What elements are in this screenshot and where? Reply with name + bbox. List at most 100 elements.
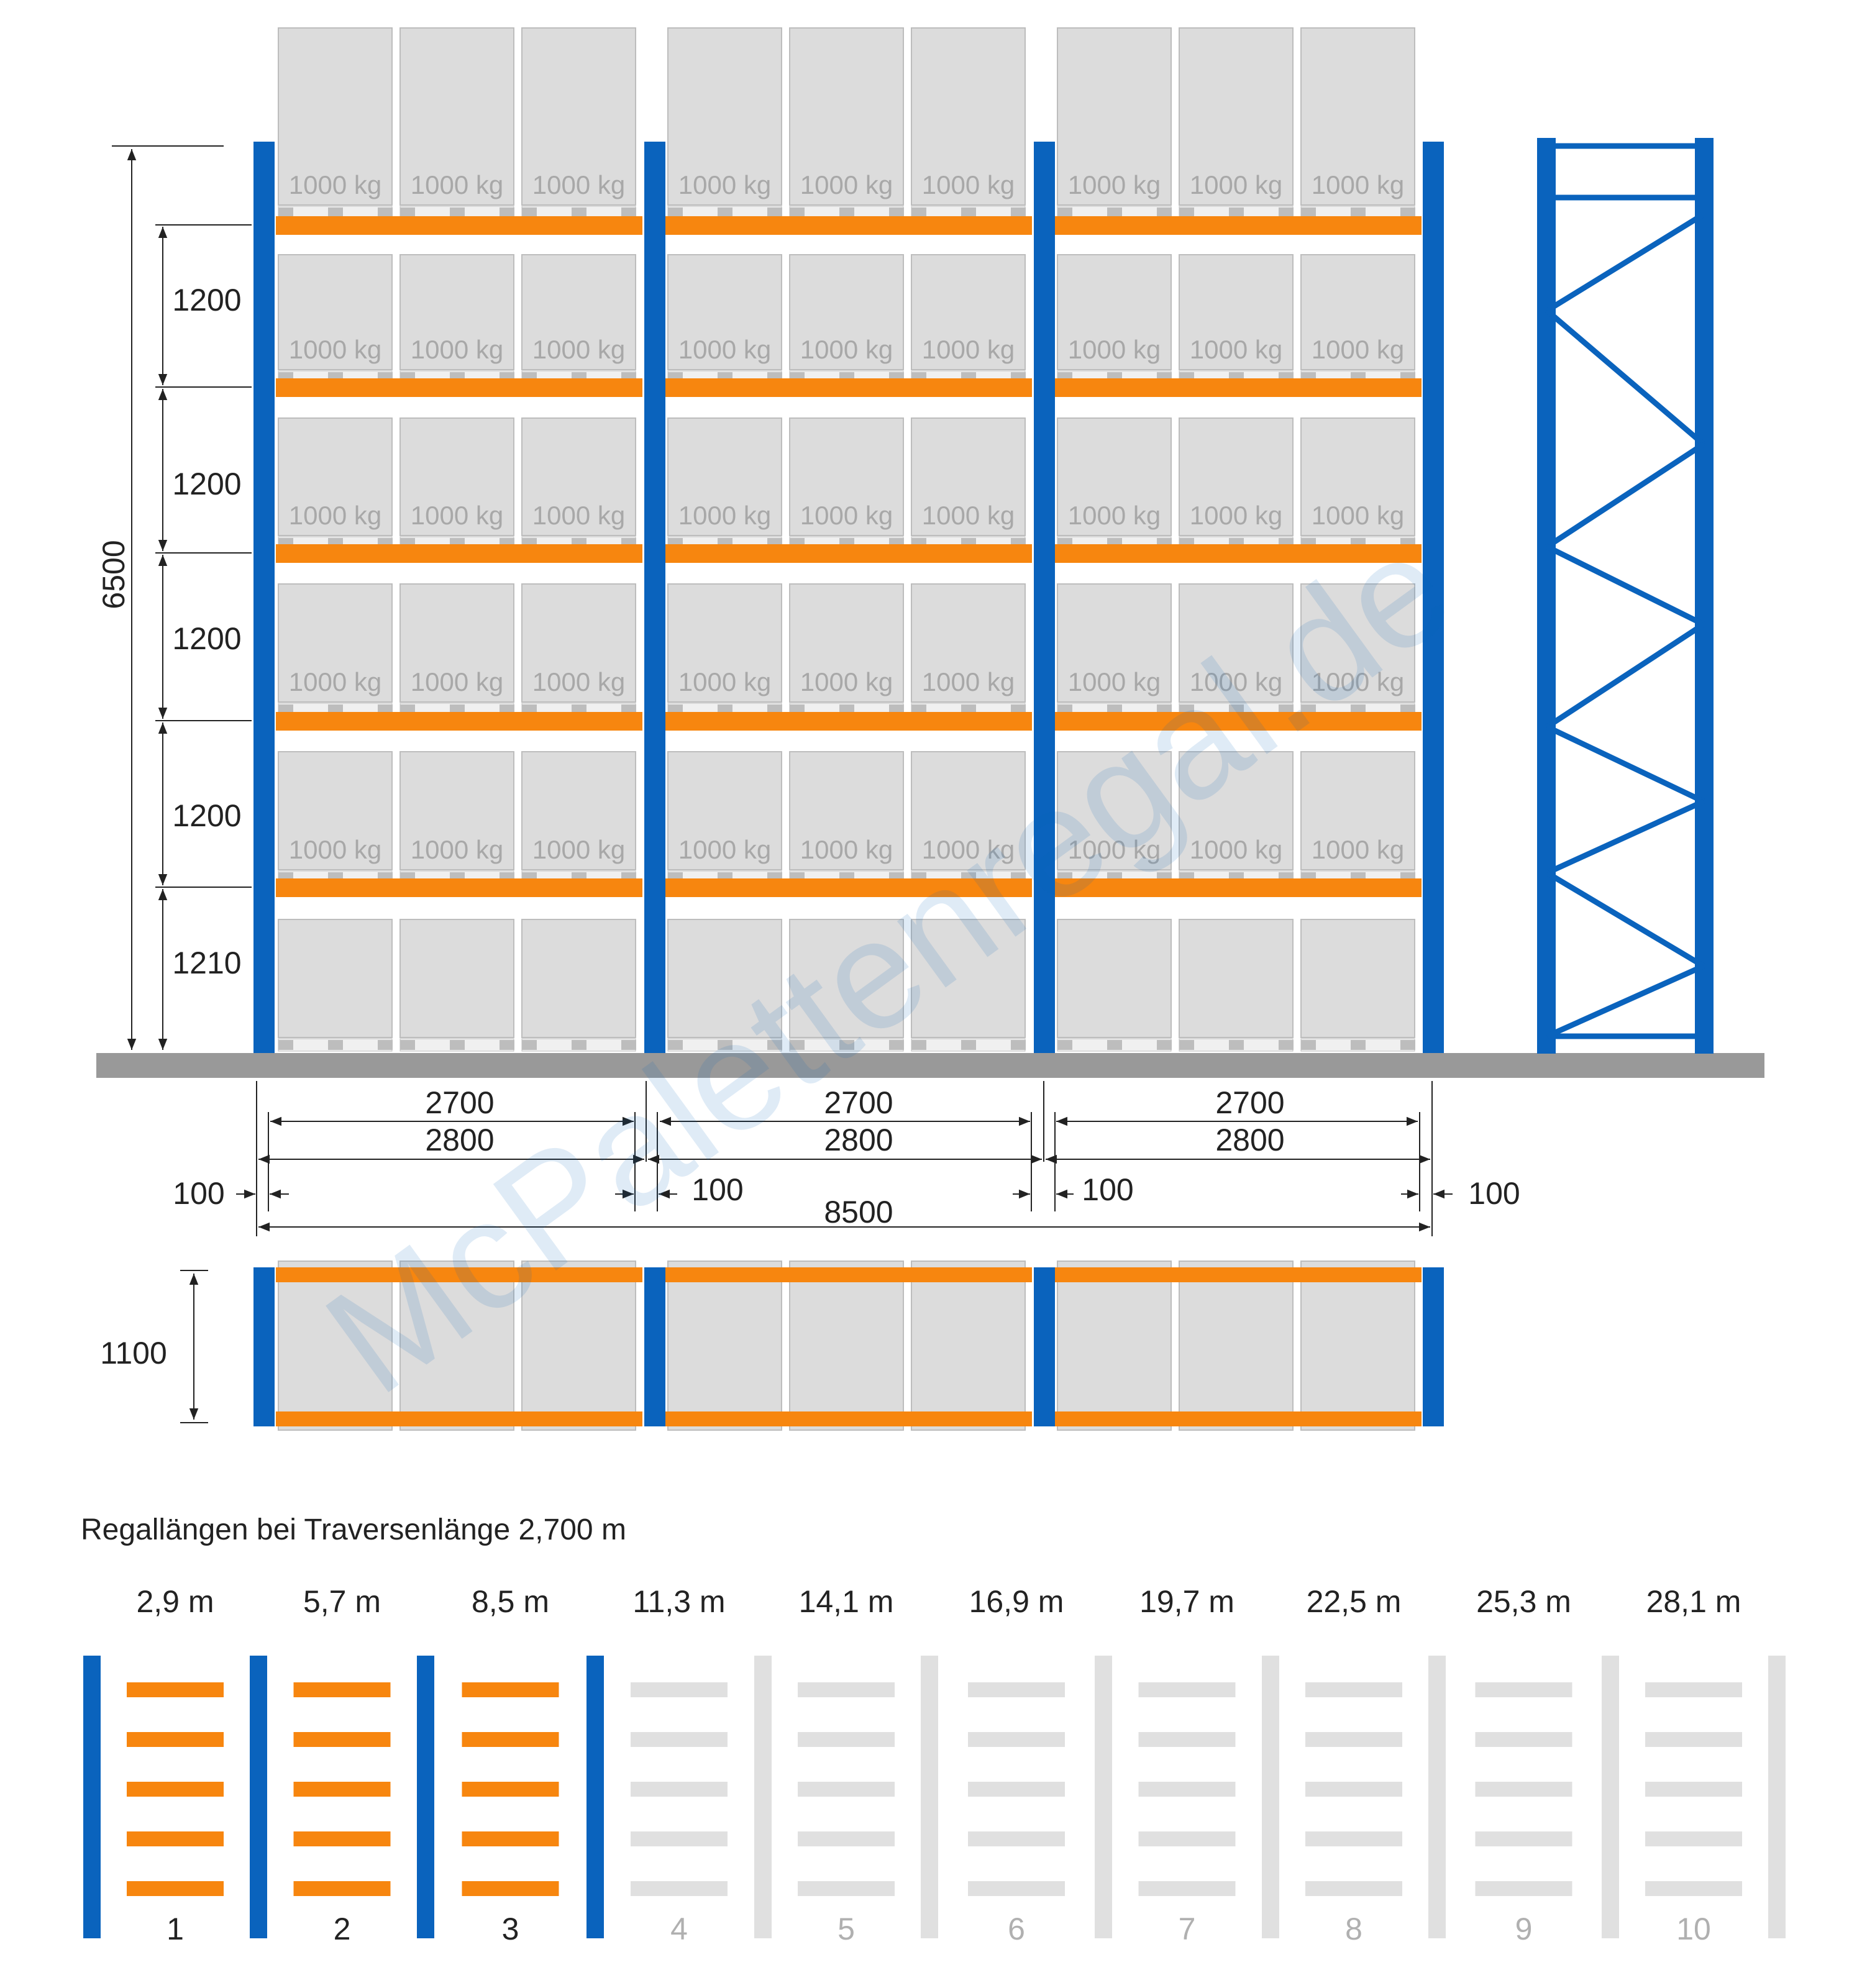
load-label: 1000 kg xyxy=(411,835,503,864)
side-frame xyxy=(1537,138,1714,1054)
pallet-box xyxy=(911,751,1026,870)
pallet-box xyxy=(521,919,636,1038)
frame-brace xyxy=(1545,308,1705,447)
load-label: 1000 kg xyxy=(532,835,625,864)
pallet-block xyxy=(1107,1040,1122,1050)
table-beam xyxy=(1138,1831,1236,1846)
length-label: 22,5 m xyxy=(1307,1584,1402,1619)
length-label: 25,3 m xyxy=(1476,1584,1571,1619)
front-view-pallets: 1000 kg 1000 kg 1000 kg 1000 kg 1000 kg 1000 … xyxy=(278,27,1415,1052)
table-beam xyxy=(462,1682,559,1697)
frame-brace xyxy=(1545,442,1705,549)
top-beam-front xyxy=(1055,1267,1422,1282)
table-upright xyxy=(754,1656,772,1938)
pallet-box xyxy=(399,417,514,536)
table-beam xyxy=(798,1881,895,1896)
beam xyxy=(276,544,642,563)
pallet-block xyxy=(961,1040,976,1050)
pallet-box xyxy=(667,27,782,206)
table-upright xyxy=(586,1656,604,1938)
beam xyxy=(276,878,642,897)
load-label: 1000 kg xyxy=(800,170,893,199)
load-label: 1000 kg xyxy=(922,501,1015,530)
pallet-box xyxy=(789,751,904,870)
upright xyxy=(1423,142,1444,1055)
load-label: 1000 kg xyxy=(1068,335,1161,364)
edge-gap-2: 100 xyxy=(691,1172,743,1207)
pallet-block xyxy=(668,1040,683,1050)
table-upright xyxy=(1768,1656,1786,1938)
pallet-block xyxy=(572,1040,586,1050)
frame-post-right xyxy=(1695,138,1714,1054)
load-label: 1000 kg xyxy=(800,335,893,364)
load-label: 1000 kg xyxy=(800,667,893,696)
length-label: 19,7 m xyxy=(1139,1584,1234,1619)
top-pallet xyxy=(789,1261,904,1431)
pallet-block xyxy=(522,1040,537,1050)
bay-count-label: 4 xyxy=(670,1912,688,1946)
table-beam xyxy=(1138,1782,1236,1797)
pallet-box xyxy=(278,417,393,536)
upright xyxy=(644,142,665,1055)
table-beam xyxy=(631,1831,728,1846)
pallet-block xyxy=(400,207,415,217)
pallet-box xyxy=(1179,751,1294,870)
bay-pitch-2: 2800 xyxy=(824,1123,893,1157)
beam xyxy=(1055,216,1422,235)
pallet-block xyxy=(1011,207,1026,217)
pallet-box xyxy=(1179,27,1294,206)
pallet-block xyxy=(400,1040,415,1050)
pallet-box xyxy=(911,583,1026,703)
pallet-block xyxy=(378,207,393,217)
pallet-block xyxy=(718,1040,732,1050)
load-label: 1000 kg xyxy=(922,335,1015,364)
pallet-block xyxy=(1229,1040,1244,1050)
pallet-block xyxy=(1179,207,1194,217)
pallet-block xyxy=(1301,1040,1316,1050)
table-beam xyxy=(968,1782,1065,1797)
frame-brace xyxy=(1546,963,1705,1039)
pallet-box xyxy=(399,583,514,703)
pallet-box xyxy=(911,27,1026,206)
load-label: 1000 kg xyxy=(800,501,893,530)
table-beam xyxy=(293,1881,391,1896)
beam xyxy=(1055,378,1422,397)
table-upright xyxy=(417,1656,434,1938)
pallet-block xyxy=(450,207,465,217)
load-label: 1000 kg xyxy=(532,667,625,696)
load-label: 1000 kg xyxy=(289,501,381,530)
load-label: 1000 kg xyxy=(1190,501,1282,530)
beam xyxy=(665,878,1032,897)
table-beam xyxy=(1645,1831,1742,1846)
floor xyxy=(96,1053,1764,1078)
beam xyxy=(665,544,1032,563)
table-beam xyxy=(1645,1881,1742,1896)
pallet-block xyxy=(1400,1040,1415,1050)
table-beam xyxy=(127,1881,224,1896)
pallet-block xyxy=(1351,207,1366,217)
table-beam xyxy=(1138,1732,1236,1747)
load-label: 1000 kg xyxy=(678,667,771,696)
frame-brace xyxy=(1545,212,1705,313)
pallet-box xyxy=(1057,583,1172,703)
table-beam xyxy=(968,1682,1065,1697)
pallet-block xyxy=(1301,207,1316,217)
bay-count-label: 1 xyxy=(167,1912,184,1946)
pallet-block xyxy=(889,1040,904,1050)
table-beam xyxy=(127,1682,224,1697)
table-beam xyxy=(1475,1831,1572,1846)
pallet-block xyxy=(278,1040,293,1050)
pallet-block xyxy=(839,1040,854,1050)
pallet-block xyxy=(911,207,926,217)
pallet-block xyxy=(328,207,343,217)
pallet-block xyxy=(621,1040,636,1050)
pallet-box xyxy=(399,751,514,870)
pallet-block xyxy=(718,207,732,217)
table-beam xyxy=(462,1782,559,1797)
total-height-label: 6500 xyxy=(96,540,131,609)
table-beam xyxy=(1475,1782,1572,1797)
pallet-box xyxy=(1057,27,1172,206)
load-label: 1000 kg xyxy=(532,501,625,530)
table-beam xyxy=(968,1881,1065,1896)
pallet-block xyxy=(278,207,293,217)
